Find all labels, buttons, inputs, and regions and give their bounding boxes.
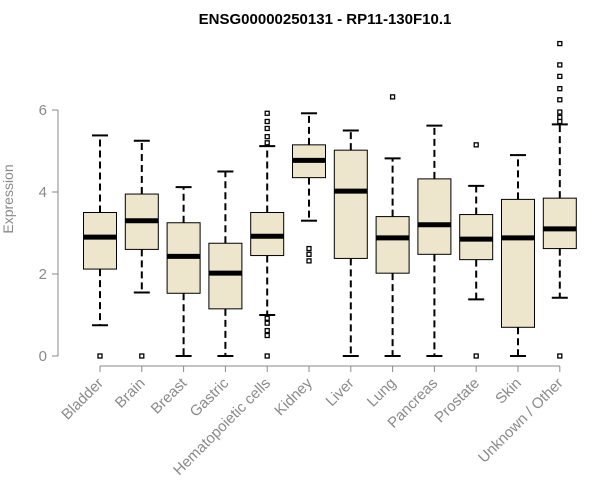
y-tick-label: 6: [39, 102, 47, 119]
box-iqr: [83, 212, 117, 270]
outlier-point: [264, 320, 270, 326]
y-tick-label: 0: [39, 348, 47, 365]
outlier-point: [264, 118, 270, 125]
outlier-point: [557, 62, 563, 68]
x-tick-label: Lung: [364, 375, 400, 411]
x-tick-label: Skin: [492, 375, 525, 408]
x-tick-label: Prostate: [431, 375, 483, 427]
boxes-group: [83, 40, 577, 359]
outlier-point: [306, 245, 312, 252]
outlier-point: [264, 110, 270, 116]
box-bladder: [83, 134, 117, 359]
y-axis: 0 2 4 6: [39, 102, 59, 365]
outlier-point: [264, 332, 270, 339]
outlier-point: [557, 73, 563, 80]
x-tick-label: Bladder: [58, 375, 107, 424]
y-tick-label: 4: [39, 184, 47, 201]
outlier-point: [557, 353, 563, 359]
outlier-point: [557, 86, 563, 92]
outlier-point: [139, 353, 145, 359]
outlier-point: [557, 118, 563, 125]
box-iqr: [375, 216, 410, 274]
y-axis-label: Expression: [0, 164, 16, 233]
outlier-point: [389, 94, 396, 100]
outlier-point: [264, 140, 270, 146]
outlier-point: [264, 327, 270, 334]
box-iqr: [417, 178, 452, 255]
box-unknown-other: [542, 40, 577, 359]
box-iqr: [542, 197, 577, 250]
box-gastric: [208, 170, 243, 357]
box-iqr: [208, 242, 243, 310]
outlier-point: [557, 114, 563, 121]
outlier-point: [264, 315, 270, 321]
box-pancreas: [417, 124, 452, 357]
x-tick-label: Liver: [323, 375, 358, 410]
box-iqr: [501, 198, 535, 328]
x-tick-label: Brain: [112, 375, 149, 412]
box-lung: [375, 94, 410, 357]
outlier-point: [264, 353, 270, 359]
box-skin: [501, 154, 535, 357]
box-kidney: [292, 112, 326, 264]
outlier-point: [473, 142, 479, 148]
outlier-point: [473, 353, 479, 359]
y-tick-label: 2: [39, 266, 47, 283]
x-tick-label: Kidney: [271, 374, 316, 419]
outlier-point: [557, 97, 563, 103]
box-brain: [124, 139, 159, 359]
outlier-point: [264, 133, 270, 140]
outlier-point: [97, 353, 103, 359]
x-tick-label: Breast: [148, 374, 191, 417]
box-breast: [166, 186, 201, 357]
outlier-point: [306, 251, 312, 257]
chart-title: ENSG00000250131 - RP11-130F10.1: [199, 11, 452, 28]
outlier-point: [306, 258, 312, 264]
outlier-point: [264, 125, 270, 132]
box-hematopoietic-cells: [250, 110, 285, 359]
box-iqr: [333, 149, 368, 259]
outlier-point: [557, 109, 563, 115]
box-prostate: [459, 142, 494, 359]
box-liver: [333, 129, 368, 357]
outlier-point: [557, 40, 563, 47]
